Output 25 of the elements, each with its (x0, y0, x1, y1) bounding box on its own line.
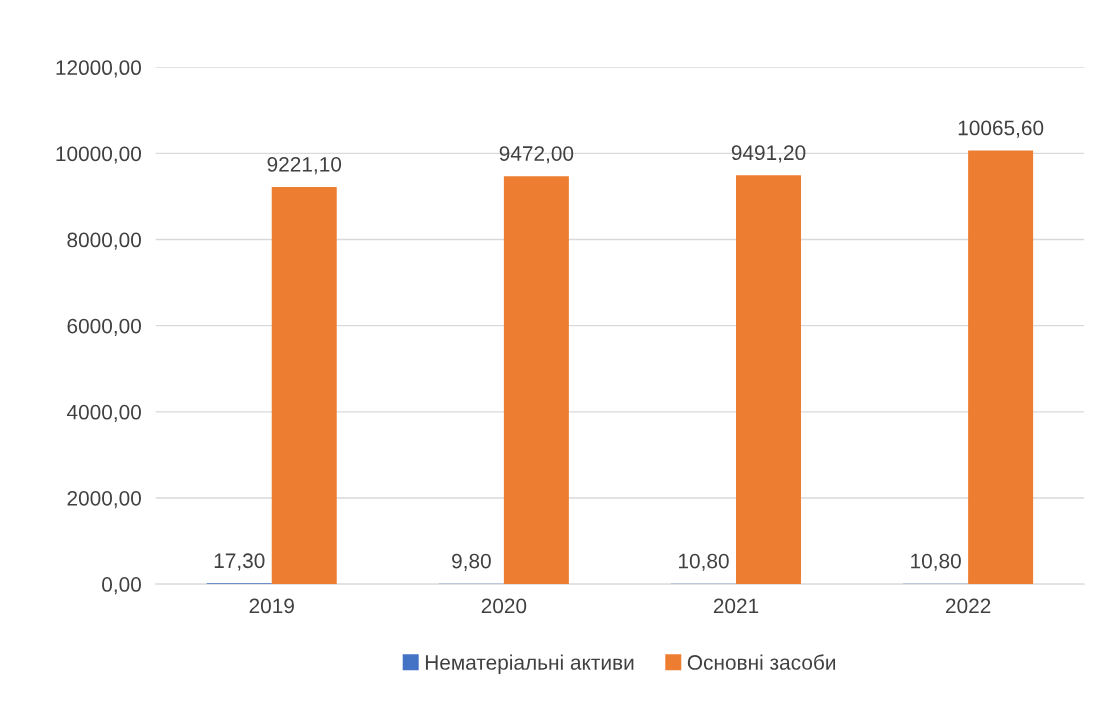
y-tick-label: 12000,00 (56, 60, 141, 78)
y-tick-label: 2000,00 (67, 490, 141, 509)
bar (503, 176, 569, 585)
bar (271, 186, 337, 585)
x-tick-label: 2019 (249, 598, 294, 614)
legend-label: Основні засоби (687, 654, 836, 670)
y-tick-label: 10000,00 (56, 146, 141, 164)
data-label: 17,30 (214, 553, 265, 571)
data-label: 10065,60 (958, 120, 1044, 138)
data-label: 9221,10 (267, 156, 342, 175)
y-tick-label: 4000,00 (66, 404, 141, 423)
y-tick-label: 8000,00 (67, 232, 141, 250)
x-tick-label: 2020 (481, 598, 527, 614)
data-label: 10,80 (911, 553, 961, 571)
legend-label: Нематеріальні активи (425, 654, 634, 674)
data-label: 9472,00 (499, 146, 574, 164)
y-tick-label: 6000,00 (67, 318, 141, 336)
data-label: 9,80 (452, 553, 491, 571)
data-label: 10,80 (679, 553, 729, 571)
y-tick-label: 0,00 (102, 577, 141, 595)
data-label: 9491,20 (731, 145, 806, 163)
x-tick-label: 2022 (946, 598, 991, 614)
bar (736, 175, 801, 585)
bar (968, 150, 1034, 585)
x-tick-label: 2021 (713, 598, 759, 614)
